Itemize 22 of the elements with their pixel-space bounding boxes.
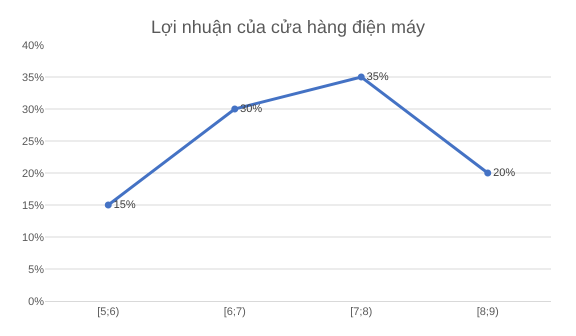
point — [231, 106, 238, 112]
point — [358, 74, 365, 80]
point — [484, 170, 492, 176]
chart-title: Lợi nhuận của cửa hàng điện máy — [150, 16, 426, 37]
x-tick-label: [8;9) — [476, 306, 499, 318]
data-label: 35% — [366, 70, 389, 83]
point — [104, 202, 112, 208]
y-tick-label: 35% — [22, 72, 44, 84]
y-tick-label: 25% — [22, 136, 44, 148]
x-tick-label: [5;6) — [97, 306, 120, 318]
y-tick-label: 0% — [28, 296, 44, 308]
y-tick-label: 20% — [22, 168, 44, 180]
y-tick-label: 40% — [22, 40, 44, 52]
x-tick-label: [7;8) — [350, 306, 372, 318]
data-label: 30% — [240, 102, 262, 115]
y-tick-label: 5% — [28, 264, 44, 276]
x-tick-label: [6;7) — [224, 306, 246, 318]
y-tick-label: 15% — [22, 200, 44, 212]
data-label: 15% — [114, 198, 136, 211]
y-tick-label: 30% — [22, 104, 44, 116]
y-tick-label: 10% — [22, 232, 44, 244]
data-label: 20% — [493, 166, 516, 179]
